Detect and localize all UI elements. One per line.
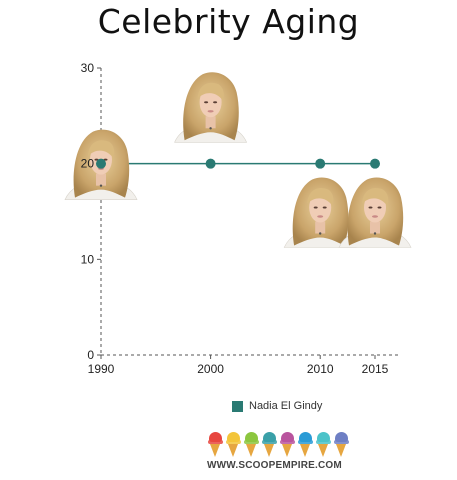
portrait-neck	[370, 221, 380, 234]
y-tick-label: 10	[81, 252, 95, 266]
portrait-bangs	[362, 188, 389, 206]
y-tick-label: 30	[81, 61, 95, 75]
portrait-neck	[205, 116, 216, 129]
portrait-neck	[315, 221, 326, 234]
logo-text: WWW.SCOOPEMPIRE.COM	[207, 460, 342, 471]
portrait-lips	[317, 215, 324, 218]
portrait-eye	[313, 206, 318, 209]
legend-label: Nadia El Gindy	[249, 400, 323, 412]
portrait-pendant	[373, 232, 377, 235]
x-tick-label: 1990	[88, 362, 115, 376]
portrait-lips	[372, 215, 378, 218]
ice-cream-cone-icon	[262, 432, 277, 458]
legend: Nadia El Gindy	[232, 398, 322, 414]
x-tick-label: 2000	[197, 362, 224, 376]
ice-cream-cone-icon	[298, 432, 313, 458]
portrait-bangs	[88, 140, 115, 158]
portrait-photo	[174, 72, 248, 143]
portrait-pendant	[99, 184, 103, 187]
portrait-bangs	[307, 188, 334, 206]
x-tick-label: 2015	[362, 362, 389, 376]
x-tick-label: 2010	[307, 362, 334, 376]
scoopempire-logo: WWW.SCOOPEMPIRE.COM	[207, 432, 357, 472]
data-point	[370, 158, 380, 169]
portrait-eye	[322, 206, 327, 209]
portrait-pendant	[209, 127, 212, 130]
portrait-photo	[338, 177, 412, 248]
portrait-face	[309, 192, 332, 223]
chart-title: Celebrity Aging	[97, 2, 360, 41]
ice-cream-cones-icon	[207, 432, 357, 458]
data-point	[315, 158, 326, 169]
ice-cream-cone-icon	[280, 432, 295, 458]
portrait-lips	[207, 110, 214, 113]
y-tick-label: 20	[81, 157, 95, 171]
portrait-face	[199, 87, 222, 118]
legend-swatch	[232, 400, 243, 412]
portrait-neck	[96, 173, 106, 186]
ice-cream-cone-icon	[316, 432, 331, 458]
portrait-eye	[213, 101, 218, 104]
data-point	[96, 158, 106, 169]
ice-cream-cone-icon	[334, 432, 349, 458]
ice-cream-cone-icon	[208, 432, 223, 458]
portrait-photo	[283, 177, 357, 248]
ice-cream-cone-icon	[226, 432, 241, 458]
portrait-eye	[204, 101, 209, 104]
portrait-pendant	[319, 232, 322, 235]
portrait-eye	[368, 206, 373, 209]
portrait-eye	[377, 206, 382, 209]
y-tick-label: 0	[87, 348, 94, 362]
portrait-face	[364, 192, 386, 223]
portrait-bangs	[197, 82, 224, 101]
data-point	[205, 158, 216, 169]
ice-cream-cone-icon	[244, 432, 259, 458]
